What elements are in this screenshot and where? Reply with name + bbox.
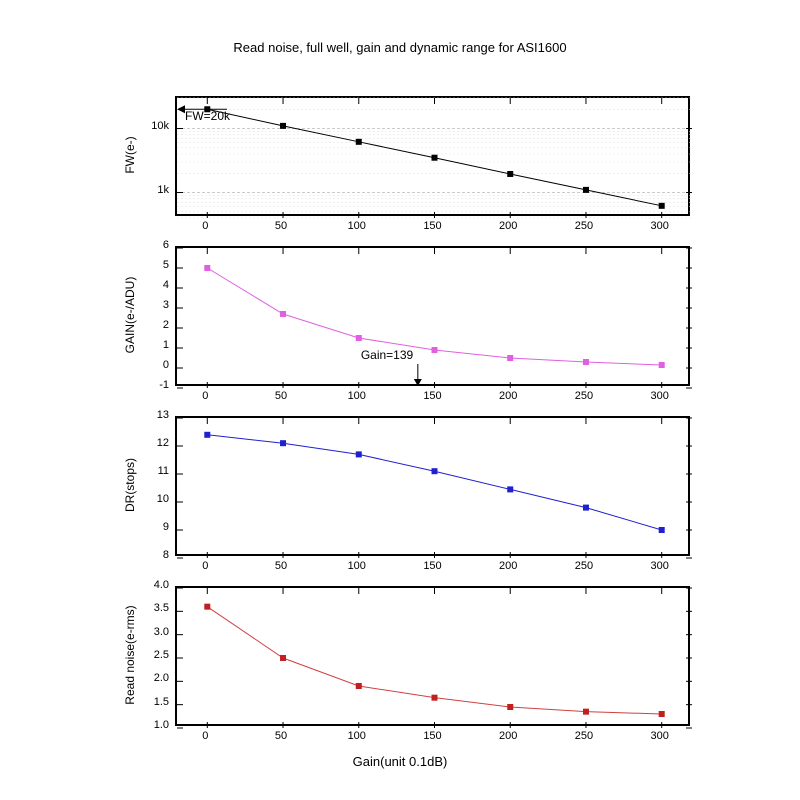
ytick-label: 4 (163, 279, 169, 291)
marker-dr (583, 505, 589, 511)
panel-fw (175, 96, 690, 216)
ytick-label: -1 (159, 379, 169, 391)
marker-dr (432, 468, 438, 474)
marker-gain (507, 355, 513, 361)
xtick-label: 100 (342, 730, 372, 742)
xtick-label: 100 (342, 220, 372, 232)
xtick-label: 150 (418, 220, 448, 232)
marker-fw (583, 187, 589, 193)
xtick-label: 250 (569, 560, 599, 572)
xtick-label: 250 (569, 220, 599, 232)
ytick-label: 10k (151, 120, 169, 132)
ylabel-fw: FW(e-) (123, 95, 137, 215)
annotation-fw: FW=20k (185, 109, 230, 123)
xtick-label: 0 (190, 730, 220, 742)
ytick-label: 0 (163, 359, 169, 371)
xtick-label: 0 (190, 560, 220, 572)
marker-dr (280, 440, 286, 446)
marker-gain (583, 359, 589, 365)
marker-dr (356, 451, 362, 457)
xtick-label: 200 (493, 730, 523, 742)
marker-rn (659, 711, 665, 717)
xtick-label: 250 (569, 730, 599, 742)
xtick-label: 50 (266, 730, 296, 742)
xtick-label: 300 (645, 730, 675, 742)
panel-gain (175, 246, 690, 386)
ylabel-gain: GAIN(e-/ADU) (123, 255, 137, 375)
marker-rn (356, 683, 362, 689)
ytick-label: 13 (157, 409, 169, 421)
marker-gain (659, 362, 665, 368)
ytick-label: 8 (163, 549, 169, 561)
panel-rn (175, 586, 690, 726)
xtick-label: 50 (266, 390, 296, 402)
xtick-label: 0 (190, 390, 220, 402)
xtick-label: 150 (418, 390, 448, 402)
ytick-label: 2.0 (154, 672, 169, 684)
marker-rn (507, 704, 513, 710)
marker-gain (356, 335, 362, 341)
marker-fw (356, 139, 362, 145)
marker-gain (280, 311, 286, 317)
x-axis-label: Gain(unit 0.1dB) (0, 754, 800, 769)
ytick-label: 12 (157, 437, 169, 449)
marker-gain (432, 347, 438, 353)
panel-dr (175, 416, 690, 556)
page: Read noise, full well, gain and dynamic … (0, 0, 800, 800)
ytick-label: 3.5 (154, 602, 169, 614)
marker-fw (280, 123, 286, 129)
xtick-label: 100 (342, 560, 372, 572)
ytick-label: 11 (158, 465, 169, 477)
marker-rn (280, 655, 286, 661)
xtick-label: 300 (645, 220, 675, 232)
marker-fw (507, 171, 513, 177)
marker-rn (432, 695, 438, 701)
ytick-label: 1 (163, 339, 169, 351)
ylabel-dr: DR(stops) (123, 425, 137, 545)
marker-fw (432, 155, 438, 161)
marker-dr (507, 486, 513, 492)
xtick-label: 300 (645, 390, 675, 402)
ytick-label: 9 (163, 521, 169, 533)
ytick-label: 10 (157, 493, 169, 505)
ytick-label: 1k (157, 184, 169, 196)
series-line-dr (207, 435, 661, 530)
xtick-label: 50 (266, 220, 296, 232)
marker-dr (204, 432, 210, 438)
xtick-label: 150 (418, 560, 448, 572)
xtick-label: 200 (493, 390, 523, 402)
ytick-label: 6 (163, 239, 169, 251)
marker-dr (659, 527, 665, 533)
ytick-label: 2 (163, 319, 169, 331)
ytick-label: 5 (163, 259, 169, 271)
xtick-label: 200 (493, 220, 523, 232)
ytick-label: 4.0 (154, 579, 169, 591)
xtick-label: 300 (645, 560, 675, 572)
xtick-label: 250 (569, 390, 599, 402)
xtick-label: 100 (342, 390, 372, 402)
annotation-gain: Gain=139 (361, 348, 413, 362)
ytick-label: 1.0 (154, 719, 169, 731)
chart-title: Read noise, full well, gain and dynamic … (0, 40, 800, 55)
ytick-label: 2.5 (154, 649, 169, 661)
ytick-label: 1.5 (154, 696, 169, 708)
xtick-label: 0 (190, 220, 220, 232)
xtick-label: 200 (493, 560, 523, 572)
marker-rn (583, 709, 589, 715)
xtick-label: 150 (418, 730, 448, 742)
ytick-label: 3 (163, 299, 169, 311)
marker-rn (204, 604, 210, 610)
ylabel-rn: Read noise(e-rms) (123, 595, 137, 715)
marker-fw (659, 203, 665, 209)
xtick-label: 50 (266, 560, 296, 572)
marker-gain (204, 265, 210, 271)
ytick-label: 3.0 (154, 626, 169, 638)
